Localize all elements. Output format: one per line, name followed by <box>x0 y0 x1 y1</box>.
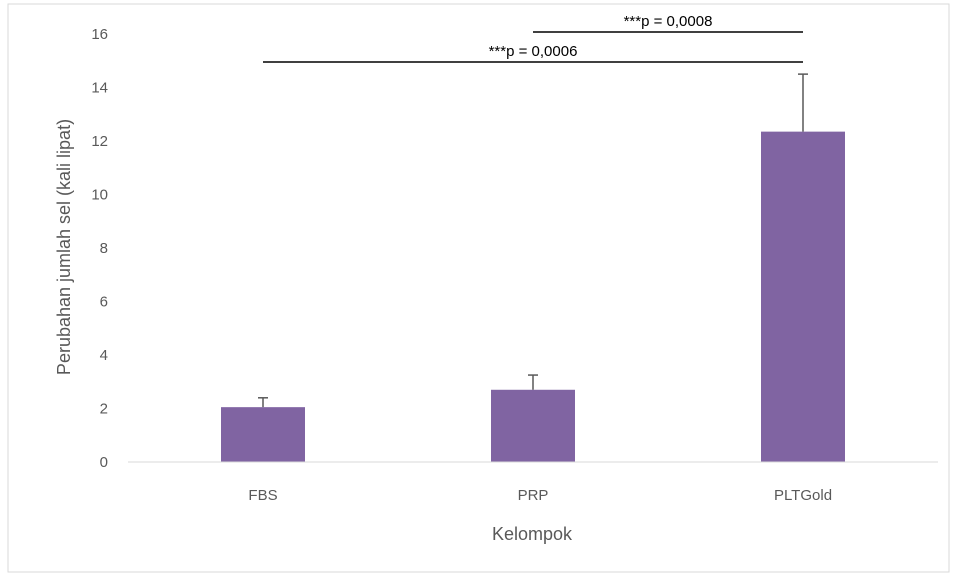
y-tick-label-3: 6 <box>100 294 108 311</box>
significance-label-1: ***p = 0,0008 <box>624 13 713 30</box>
bar-fbs <box>221 407 305 462</box>
y-axis-ticks: 0 2 4 6 8 10 12 14 16 <box>91 26 108 471</box>
y-tick-label-7: 14 <box>91 80 108 97</box>
significance-annotation-1: ***p = 0,0008 <box>533 13 803 33</box>
error-bar-prp <box>528 374 538 390</box>
x-tick-label-prp: PRP <box>518 487 549 504</box>
y-tick-label-6: 12 <box>91 133 108 150</box>
error-bars <box>258 73 808 408</box>
bar-prp <box>491 389 575 462</box>
bar-pltgold <box>761 131 845 462</box>
y-tick-label-8: 16 <box>91 26 108 43</box>
significance-annotation-2: ***p = 0,0006 <box>263 43 803 63</box>
x-axis-title: Kelompok <box>492 524 573 544</box>
significance-label-2: ***p = 0,0006 <box>489 43 578 60</box>
x-tick-label-fbs: FBS <box>248 487 277 504</box>
error-bar-pltgold <box>798 73 808 132</box>
y-axis-title: Perubahan jumlah sel (kali lipat) <box>54 119 74 375</box>
y-tick-label-1: 2 <box>100 401 108 418</box>
y-tick-label-0: 0 <box>100 454 108 471</box>
bars <box>221 131 845 462</box>
significance-annotations: ***p = 0,0008 ***p = 0,0006 <box>263 13 803 63</box>
error-bar-fbs <box>258 397 268 408</box>
x-axis-ticks: FBS PRP PLTGold <box>248 487 832 504</box>
x-tick-label-pltgold: PLTGold <box>774 487 832 504</box>
y-tick-label-4: 8 <box>100 240 108 257</box>
y-tick-label-2: 4 <box>100 347 108 364</box>
y-tick-label-5: 10 <box>91 187 108 204</box>
